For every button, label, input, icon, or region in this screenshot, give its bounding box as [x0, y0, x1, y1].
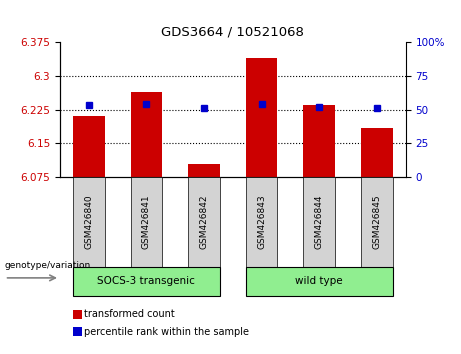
Text: GSM426842: GSM426842	[200, 195, 208, 249]
Text: GSM426841: GSM426841	[142, 195, 151, 250]
Bar	[303, 105, 335, 177]
Text: percentile rank within the sample: percentile rank within the sample	[84, 327, 249, 337]
Bar	[73, 116, 105, 177]
Title: GDS3664 / 10521068: GDS3664 / 10521068	[161, 25, 304, 39]
Bar	[130, 92, 162, 177]
Text: GSM426844: GSM426844	[315, 195, 324, 249]
Bar	[246, 58, 278, 177]
Text: GSM426845: GSM426845	[372, 195, 381, 250]
Text: GSM426840: GSM426840	[84, 195, 93, 250]
Text: GSM426843: GSM426843	[257, 195, 266, 250]
Text: wild type: wild type	[296, 276, 343, 286]
Text: genotype/variation: genotype/variation	[5, 261, 91, 270]
Text: SOCS-3 transgenic: SOCS-3 transgenic	[97, 276, 195, 286]
Bar	[361, 128, 393, 177]
Text: transformed count: transformed count	[84, 309, 175, 319]
Bar	[188, 164, 220, 177]
